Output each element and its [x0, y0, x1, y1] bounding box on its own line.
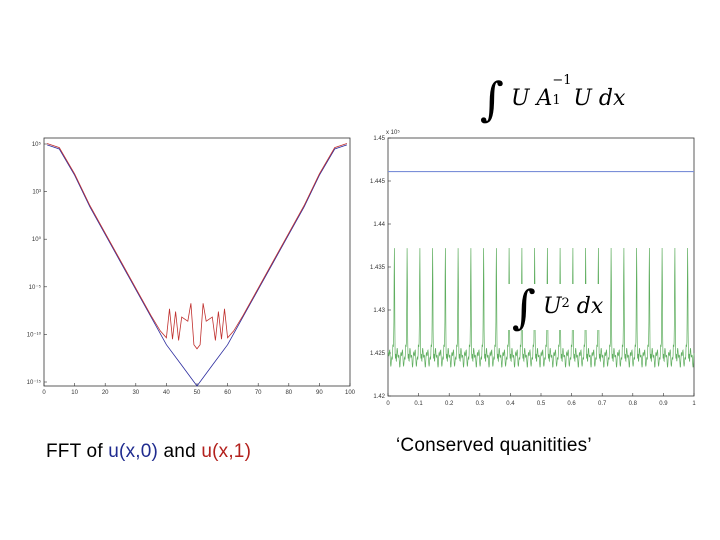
y-tick-label: 10³ [32, 190, 41, 196]
fft-plot-frame [43, 137, 351, 387]
series-line-conserved_green [387, 247, 695, 368]
y-tick-label: 10⁻¹⁰ [27, 331, 42, 338]
x-tick-label: 0.6 [567, 401, 576, 407]
y-tick-label: 1.43 [373, 308, 385, 314]
x-tick-label: 0.5 [537, 401, 546, 407]
integral-sign: ∫ [512, 280, 536, 334]
formula-sub-sup: −1 1 [552, 73, 571, 108]
formula-u-ainv-u: ∫ U A −1 1 U dx [480, 73, 626, 122]
conserved-caption: ‘Conserved quanitities’ [396, 435, 592, 456]
y-tick-label: 1.45 [373, 136, 385, 142]
caption-and: and [158, 441, 202, 462]
formula-sup: −1 [552, 73, 572, 88]
x-tick-label: 1 [692, 401, 696, 407]
y-tick-label: 10⁵ [32, 141, 42, 148]
x-tick-label: 70 [255, 390, 262, 396]
fft-caption: FFT of u(x,0) and u(x,1) [46, 441, 251, 463]
x-tick-label: 0.2 [445, 401, 454, 407]
series-line-blue [46, 144, 348, 387]
x-tick-label: 10 [71, 390, 78, 396]
x-tick-label: 100 [345, 390, 356, 396]
y-tick-label: 10⁻⁵ [29, 284, 42, 291]
x-tick-label: 60 [224, 390, 231, 396]
formula-expr: U [542, 294, 562, 319]
formula-tail: dx [576, 294, 604, 319]
series-line-red [46, 143, 348, 350]
y-tick-label: 1.435 [370, 265, 386, 271]
conserved-chart: x 10⁵ 0 0.1 0.2 0.3 0.4 0.5 0.6 0.7 0.8 0.9 1 1.45 1… [370, 129, 696, 407]
y-tick-label: 10⁻¹⁵ [27, 379, 42, 386]
formula-u-squared: ∫ U2 dx [508, 284, 608, 330]
fft-chart: 0 10 20 30 40 50 60 70 80 90 100 10⁵ 10³ 10⁰ 10⁻⁵ 10⁻¹⁰… [27, 137, 356, 396]
formula-tail: U dx [573, 86, 626, 111]
x-tick-label: 0.1 [414, 401, 423, 407]
y-tick-label: 1.425 [370, 351, 386, 357]
caption-u1: u(x,1) [201, 441, 252, 462]
x-tick-label: 90 [316, 390, 323, 396]
x-tick-label: 80 [285, 390, 292, 396]
x-tick-label: 20 [102, 390, 109, 396]
y-tick-label: 1.445 [370, 179, 386, 185]
integral-sign: ∫ [480, 72, 504, 126]
x-tick-label: 0.8 [629, 401, 638, 407]
x-tick-label: 0.3 [476, 401, 485, 407]
y-tick-label: 1.42 [373, 394, 385, 400]
x-tick-label: 0.4 [506, 401, 515, 407]
caption-prefix: FFT of [46, 441, 109, 462]
x-tick-label: 0 [42, 390, 46, 396]
y-multiplier-label: x 10⁵ [386, 129, 400, 136]
formula-expr: U A [510, 86, 553, 111]
x-tick-label: 0.7 [598, 401, 607, 407]
y-tick-label: 1.44 [373, 222, 385, 228]
y-tick-label: 10⁰ [32, 236, 42, 243]
caption-u0: u(x,0) [108, 441, 159, 462]
x-tick-label: 50 [194, 390, 201, 396]
x-tick-label: 40 [163, 390, 170, 396]
formula-sub: 1 [552, 93, 561, 108]
x-tick-label: 0 [386, 401, 390, 407]
x-tick-label: 0.9 [659, 401, 668, 407]
x-tick-label: 30 [132, 390, 139, 396]
formula-sup: 2 [561, 296, 570, 311]
